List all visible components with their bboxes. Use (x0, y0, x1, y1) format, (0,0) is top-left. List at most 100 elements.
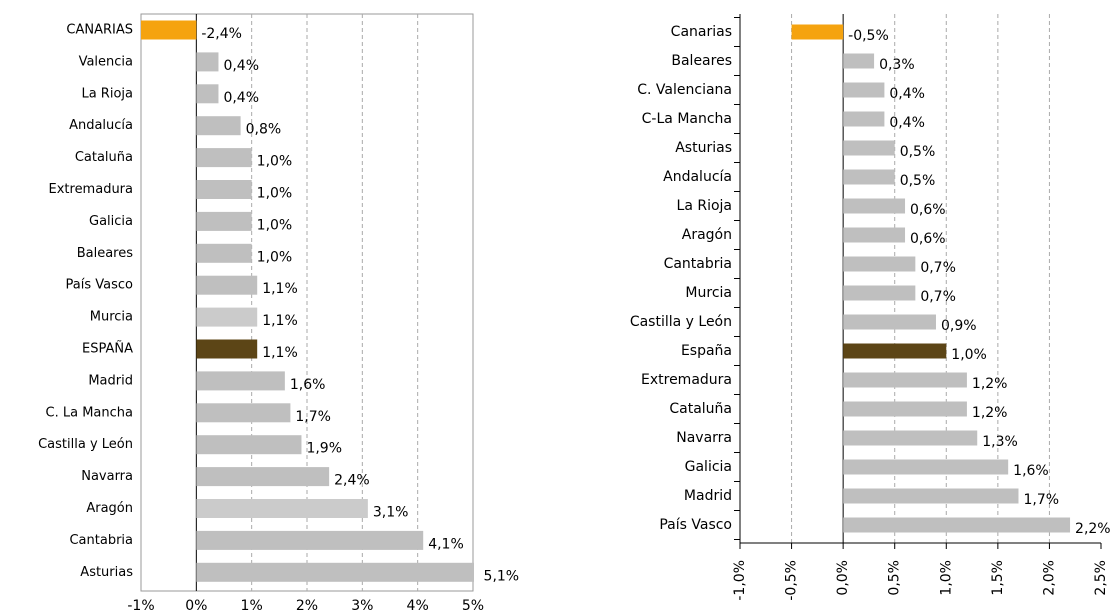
value-label: 0,9% (941, 318, 977, 334)
bar (196, 211, 252, 231)
x-tick-label: 0,0% (835, 560, 851, 596)
y-tick-label: Madrid (684, 488, 732, 504)
y-tick-label: La Rioja (81, 86, 133, 101)
value-label: 1,7% (295, 409, 331, 425)
bar (843, 459, 1009, 475)
value-label: -0,5% (848, 28, 889, 44)
x-tick-label: 2% (296, 598, 318, 614)
bars (791, 24, 1071, 533)
y-tick-label: Valencia (79, 54, 133, 69)
y-tick-label: Asturias (80, 565, 133, 580)
bar (843, 53, 875, 69)
y-tick-label: Cataluña (75, 150, 133, 165)
value-label: 1,0% (257, 154, 293, 170)
bar (843, 517, 1071, 533)
value-label: 1,1% (262, 281, 298, 297)
value-label: 0,5% (900, 173, 936, 189)
bar (196, 180, 252, 199)
bar (196, 339, 258, 359)
x-tick-label: 0,5% (887, 560, 903, 596)
bar (196, 562, 474, 582)
bar (196, 371, 285, 391)
x-tick-label: 2,5% (1093, 560, 1109, 596)
bar (196, 403, 291, 423)
value-label: 1,6% (1013, 463, 1049, 479)
bar (843, 430, 978, 446)
y-tick-label: Cantabria (664, 256, 732, 272)
value-label: 0,5% (900, 144, 936, 160)
x-tick-label: 1% (241, 598, 263, 614)
y-tick-label: Andalucía (69, 118, 133, 133)
x-tick-label: 1,5% (990, 560, 1006, 596)
y-tick-label: Extremadura (49, 182, 134, 197)
value-label: 1,0% (951, 347, 987, 363)
bar (843, 82, 885, 98)
y-tick-label: Murcia (90, 310, 133, 325)
y-tick-label: C. Valenciana (637, 82, 732, 98)
bar (843, 343, 947, 359)
y-tick-label: Baleares (671, 53, 732, 69)
x-tick-label: 2,0% (1041, 560, 1057, 596)
bar (843, 372, 967, 388)
x-tick-label: -1,0% (732, 560, 748, 601)
bar (196, 148, 252, 168)
bar (843, 227, 906, 243)
y-tick-label: Navarra (81, 469, 133, 484)
y-tick-label: Galicia (89, 214, 133, 229)
x-tick-label: 5% (462, 598, 484, 614)
bar (843, 169, 895, 185)
bar (196, 435, 302, 455)
bar (843, 314, 936, 330)
y-tick-label: Extremadura (641, 372, 732, 388)
bar (843, 198, 906, 214)
x-tick-label: -0,5% (784, 560, 800, 601)
y-tick-label: La Rioja (677, 198, 732, 214)
value-label: 0,6% (910, 202, 946, 218)
bar (196, 467, 330, 487)
bar (843, 401, 967, 417)
y-tick-label: Andalucía (663, 169, 732, 185)
bar (196, 84, 219, 104)
value-label: 0,8% (246, 122, 282, 138)
y-tick-label: Madrid (88, 373, 133, 388)
bar (791, 24, 844, 40)
value-label: 1,7% (1023, 492, 1059, 508)
x-tick-label: 4% (407, 598, 429, 614)
bar (196, 116, 241, 136)
value-label: -2,4% (201, 26, 242, 42)
value-label: 1,0% (257, 217, 293, 233)
value-label: 0,4% (889, 86, 925, 102)
bars (141, 20, 474, 582)
y-tick-label: Navarra (676, 430, 732, 446)
y-tick-label: País Vasco (659, 517, 732, 533)
value-label: 0,7% (920, 289, 956, 305)
y-tick-label: Asturias (675, 140, 732, 156)
value-label: 1,2% (972, 376, 1008, 392)
value-label: 0,3% (879, 57, 915, 73)
value-label: 1,6% (290, 377, 326, 393)
value-label: 0,4% (223, 58, 259, 74)
y-tick-label: Castilla y León (38, 437, 133, 452)
y-tick-label: País Vasco (66, 278, 134, 293)
y-tick-label: ESPAÑA (82, 341, 133, 357)
y-tick-label: Aragón (682, 227, 732, 243)
bar (843, 140, 895, 156)
value-label: 0,4% (223, 90, 259, 106)
bar (196, 307, 258, 327)
value-label: 1,2% (972, 405, 1008, 421)
value-label: 1,9% (306, 441, 342, 457)
x-tick-label: 0% (185, 598, 207, 614)
value-label: 0,7% (920, 260, 956, 276)
bar (196, 275, 258, 295)
y-tick-label: Canarias (671, 24, 732, 40)
value-label: 1,3% (982, 434, 1018, 450)
y-tick-label: Cataluña (669, 401, 732, 417)
value-label: 1,1% (262, 313, 298, 329)
x-tick-label: -1% (127, 598, 154, 614)
bar (843, 488, 1019, 504)
value-label: 2,2% (1075, 521, 1111, 537)
value-label: 1,0% (257, 249, 293, 265)
bar (196, 52, 219, 72)
x-tick-label: 3% (351, 598, 373, 614)
value-label: 4,1% (428, 536, 464, 552)
